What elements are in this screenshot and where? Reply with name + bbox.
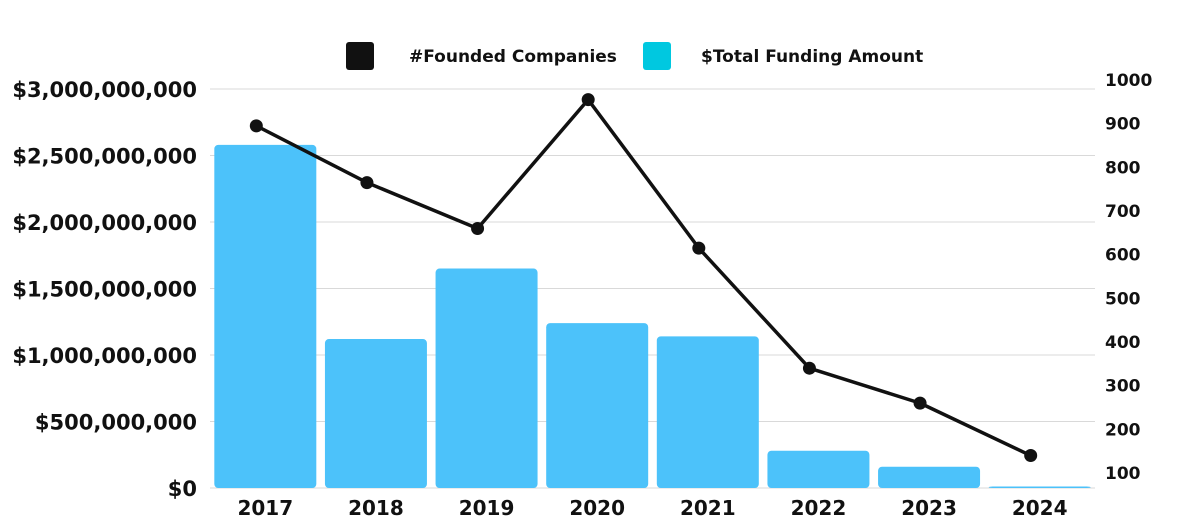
right-axis-ticks: 100 200 300 400 500 600 700 800 900 1000: [1105, 71, 1152, 484]
left-tick-label: $3,000,000,000: [12, 78, 197, 102]
left-tick-label: $2,500,000,000: [12, 145, 197, 169]
founded-point: [360, 176, 374, 190]
right-tick-label: 400: [1105, 333, 1141, 353]
left-tick-label: $0: [168, 477, 197, 501]
right-tick-label: 100: [1105, 464, 1141, 484]
founded-line: [249, 93, 1038, 463]
legend-swatch: [346, 42, 374, 70]
founded-line-path: [255, 97, 1032, 458]
funding-bar: [767, 450, 870, 488]
x-tick-label: 2023: [901, 496, 957, 520]
funding-bar: [988, 486, 1091, 488]
x-tick-label: 2024: [1012, 496, 1068, 520]
right-tick-label: 1000: [1105, 71, 1152, 91]
right-tick-label: 800: [1105, 158, 1141, 178]
founded-point: [913, 396, 927, 410]
right-tick-label: 600: [1105, 246, 1141, 266]
x-tick-label: 2017: [237, 496, 293, 520]
right-tick-label: 200: [1105, 420, 1141, 440]
funding-bar: [324, 339, 427, 488]
x-tick-label: 2021: [680, 496, 736, 520]
left-axis-ticks: $0 $500,000,000 $1,000,000,000 $1,500,000,0…: [12, 78, 197, 501]
funding-bars: [214, 144, 1091, 489]
left-tick-label: $2,000,000,000: [12, 211, 197, 235]
left-tick-label: $1,000,000,000: [12, 344, 197, 368]
x-tick-label: 2020: [569, 496, 625, 520]
funding-bar: [546, 323, 649, 488]
founded-point: [1024, 449, 1038, 463]
left-tick-label: $500,000,000: [35, 411, 197, 435]
founded-point: [692, 241, 706, 255]
founded-point: [249, 119, 263, 133]
funding-bar: [878, 466, 981, 488]
legend-label: #Founded Companies: [409, 47, 617, 67]
right-tick-label: 900: [1105, 115, 1141, 135]
x-axis-ticks: 2017 2018 2019 2020 2021 2022 2023 2024: [237, 496, 1067, 520]
x-tick-label: 2022: [791, 496, 847, 520]
right-tick-label: 500: [1105, 289, 1141, 309]
right-tick-label: 300: [1105, 377, 1141, 397]
funding-bar: [214, 144, 317, 489]
x-tick-label: 2019: [459, 496, 515, 520]
funding-bar: [656, 336, 759, 488]
founded-point: [581, 93, 595, 107]
legend: #Founded Companies $Total Funding Amount: [346, 42, 923, 70]
founded-point: [802, 361, 816, 375]
x-tick-label: 2018: [348, 496, 404, 520]
legend-swatch: [643, 42, 671, 70]
founded-point: [471, 221, 485, 235]
legend-label: $Total Funding Amount: [701, 47, 923, 67]
right-tick-label: 700: [1105, 202, 1141, 222]
left-tick-label: $1,500,000,000: [12, 278, 197, 302]
funding-bar: [435, 268, 538, 488]
